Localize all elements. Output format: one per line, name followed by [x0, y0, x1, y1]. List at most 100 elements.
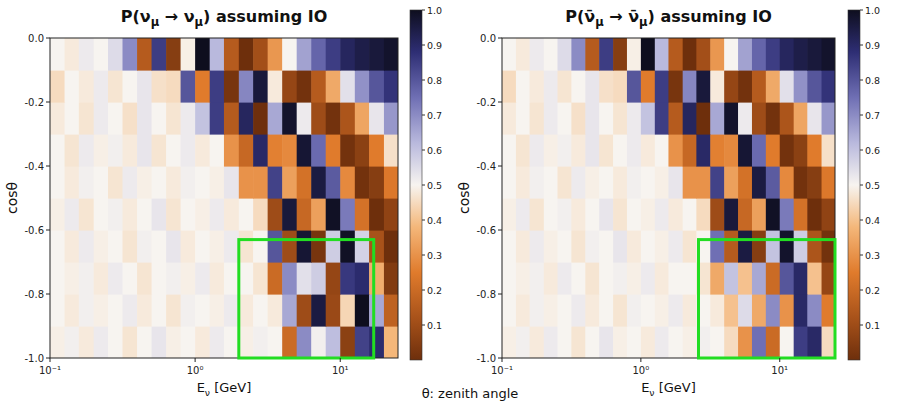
cell — [655, 294, 669, 327]
cell — [627, 294, 642, 327]
cell — [696, 70, 710, 103]
cell — [516, 166, 530, 199]
cell — [369, 38, 384, 71]
cell — [724, 166, 738, 199]
cell — [502, 70, 517, 103]
cell — [752, 134, 766, 167]
cell — [822, 326, 835, 358]
cell — [668, 198, 683, 231]
cell — [326, 70, 341, 103]
plot-frame — [502, 38, 835, 358]
cell — [766, 294, 781, 327]
cell — [195, 38, 210, 71]
y-tick-label: -1.0 — [476, 353, 496, 364]
cell — [710, 166, 725, 199]
cell — [752, 70, 766, 103]
cell — [311, 230, 326, 263]
cell — [599, 230, 614, 263]
cell — [696, 198, 710, 231]
cell — [50, 326, 65, 358]
cell — [79, 70, 94, 103]
cell — [108, 198, 123, 231]
caption: θ: zenith angle — [422, 386, 519, 401]
x-axis-title: Eν [GeV] — [197, 380, 252, 398]
colorbar-tick — [422, 185, 425, 186]
cell — [195, 198, 210, 231]
cell — [544, 38, 558, 71]
x-tick-label: 10⁰ — [633, 365, 650, 376]
cell — [123, 230, 138, 263]
cell — [599, 102, 614, 135]
cell — [794, 230, 808, 263]
cell — [224, 294, 239, 327]
x-tick-label: 10¹ — [771, 365, 788, 376]
colorbar-tick-label: 0.5 — [865, 180, 880, 191]
y-tick — [46, 294, 50, 295]
cell — [268, 70, 283, 103]
cell — [502, 38, 517, 71]
cell — [282, 38, 297, 71]
cell — [210, 38, 225, 71]
cell — [599, 262, 614, 295]
cell — [544, 134, 558, 167]
cell — [655, 198, 669, 231]
cell — [210, 166, 225, 199]
y-axis-title: cosθ — [456, 182, 472, 214]
cell — [516, 230, 530, 263]
cell — [599, 326, 614, 358]
cell — [181, 198, 196, 231]
cell — [369, 198, 384, 231]
y-tick-label: 0.0 — [480, 33, 496, 44]
cell — [502, 166, 517, 199]
cell — [766, 38, 781, 71]
cell — [239, 326, 254, 358]
cell — [152, 166, 167, 199]
cell — [613, 230, 627, 263]
cell — [696, 134, 710, 167]
cell — [738, 70, 753, 103]
cell — [94, 166, 109, 199]
colorbar-tick-label: 0.2 — [427, 285, 442, 296]
cell — [807, 38, 822, 71]
cell — [369, 70, 384, 103]
cell — [108, 38, 123, 71]
cell — [807, 294, 822, 327]
cell — [668, 102, 683, 135]
cell — [627, 70, 642, 103]
cell — [384, 166, 398, 199]
cell — [137, 166, 152, 199]
cell — [79, 230, 94, 263]
cell — [599, 198, 614, 231]
cell — [530, 198, 545, 231]
cell — [297, 38, 312, 71]
cell — [752, 262, 766, 295]
cell — [108, 294, 123, 327]
cell — [166, 134, 181, 167]
cell — [94, 102, 109, 135]
colorbar-tick — [422, 80, 425, 81]
cell — [766, 262, 781, 295]
cell — [224, 38, 239, 71]
cell — [710, 102, 725, 135]
cell — [384, 326, 398, 358]
cell — [780, 326, 795, 358]
cell — [181, 70, 196, 103]
cell — [282, 294, 297, 327]
colorbar-tick-label: 0.9 — [427, 40, 442, 51]
cell — [210, 262, 225, 295]
cell — [766, 134, 781, 167]
x-tick — [50, 358, 51, 362]
cell — [780, 294, 795, 327]
cell — [613, 70, 627, 103]
cell — [311, 134, 326, 167]
cell — [268, 38, 283, 71]
cell — [195, 230, 210, 263]
cell — [239, 38, 254, 71]
cell — [571, 326, 586, 358]
cell — [752, 198, 766, 231]
cell — [641, 134, 656, 167]
cell — [696, 38, 710, 71]
cell — [585, 134, 599, 167]
cell — [137, 262, 152, 295]
cell — [502, 230, 517, 263]
